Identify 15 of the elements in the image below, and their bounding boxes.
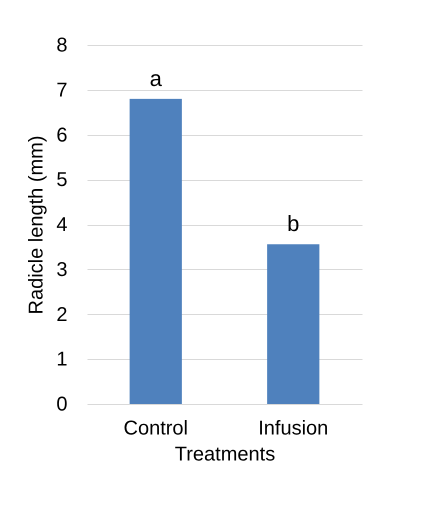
x-tick-label: Control bbox=[124, 418, 188, 440]
y-tick-label: 0 bbox=[56, 394, 68, 416]
y-tick-label: 7 bbox=[56, 79, 68, 102]
y-tick-label: 6 bbox=[56, 124, 68, 146]
y-tick-label: 3 bbox=[56, 258, 68, 281]
annotation: b bbox=[287, 211, 300, 236]
x-axis-title: Treatments bbox=[174, 444, 276, 466]
y-tick-label: 1 bbox=[56, 348, 68, 371]
x-tick-label: Infusion bbox=[258, 418, 328, 440]
annotation: a bbox=[150, 66, 163, 91]
y-tick-label: 4 bbox=[56, 214, 68, 236]
y-axis-title: Radicle length (mm) bbox=[25, 136, 48, 314]
y-tick-label: 2 bbox=[56, 304, 68, 326]
y-tick-label: 5 bbox=[56, 169, 68, 192]
y-tick-label: 8 bbox=[56, 34, 68, 56]
